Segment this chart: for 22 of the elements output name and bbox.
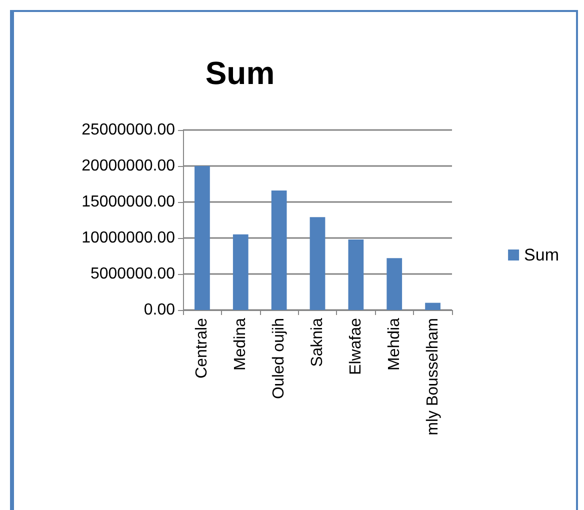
x-tick-label: mly Bousselham — [424, 318, 442, 436]
y-tick-label: 20000000.00 — [82, 158, 176, 174]
y-tick-label: 10000000.00 — [82, 230, 176, 246]
x-tick-label: Saknia — [309, 318, 326, 367]
bar — [194, 166, 210, 310]
bar — [310, 217, 326, 310]
y-tick-label: 15000000.00 — [82, 194, 176, 210]
y-tick-label: 0.00 — [144, 302, 176, 318]
y-tick-label: 5000000.00 — [90, 266, 176, 282]
bar — [271, 190, 287, 310]
legend-label: Sum — [524, 246, 560, 264]
x-tick-label: Medina — [232, 318, 250, 370]
bar — [386, 258, 402, 310]
bar — [425, 302, 440, 310]
chart-title: Sum — [205, 55, 275, 91]
y-tick-label: 25000000.00 — [82, 122, 176, 138]
x-tick-label: Elwafae — [347, 318, 364, 375]
bar — [348, 239, 364, 310]
x-tick-label: Centrale — [194, 318, 211, 378]
x-tick-label: Mehdia — [386, 318, 403, 370]
bar — [232, 234, 248, 310]
x-tick-label: Ouled oujih — [270, 318, 288, 399]
